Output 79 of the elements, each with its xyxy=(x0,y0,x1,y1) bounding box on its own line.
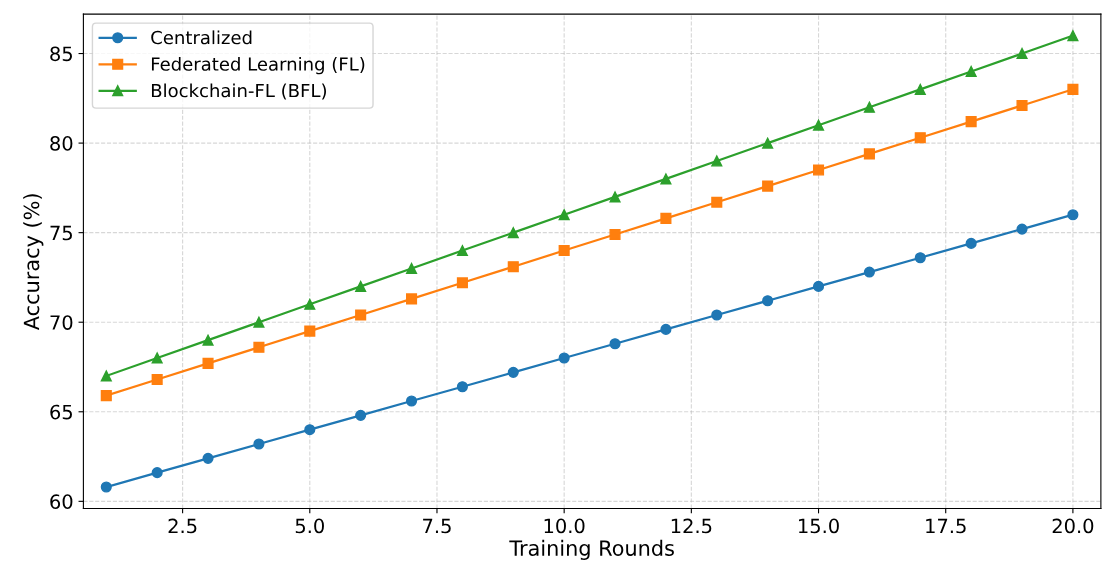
point xyxy=(405,395,418,407)
point xyxy=(456,277,468,289)
point xyxy=(711,196,723,208)
x-tick-label: 20.0 xyxy=(1052,518,1094,534)
point xyxy=(914,132,926,144)
point xyxy=(609,228,621,241)
point xyxy=(965,116,977,128)
point xyxy=(558,209,570,221)
y-tick-label: 80 xyxy=(50,136,73,151)
point xyxy=(1016,99,1028,112)
legend-label: Blockchain-FL (BFL) xyxy=(151,83,326,100)
x-tick-label: 10.0 xyxy=(544,518,585,534)
point xyxy=(456,245,468,257)
point xyxy=(711,309,723,321)
x-axis-title: Training Rounds xyxy=(509,539,674,560)
x-tick-label: 5.0 xyxy=(295,518,324,534)
x-tick-label: 15.0 xyxy=(799,518,839,534)
point xyxy=(558,245,570,257)
point xyxy=(304,424,316,436)
x-tick-label: 7.5 xyxy=(423,518,451,534)
point xyxy=(355,309,367,321)
point xyxy=(355,409,367,421)
point xyxy=(253,438,265,450)
point xyxy=(812,280,825,292)
point xyxy=(1067,209,1079,221)
x-tick-label: 12.5 xyxy=(671,518,712,534)
point xyxy=(812,164,825,176)
point xyxy=(914,83,926,95)
point xyxy=(558,352,570,364)
point xyxy=(202,357,214,369)
y-axis-title: Accuracy (%) xyxy=(23,194,44,331)
point xyxy=(863,148,875,160)
point xyxy=(253,316,265,328)
point xyxy=(762,180,774,192)
point xyxy=(762,137,774,149)
point xyxy=(456,381,468,393)
point xyxy=(151,373,163,386)
x-tick-label: 17.5 xyxy=(926,518,966,534)
point xyxy=(1016,47,1028,60)
point xyxy=(762,295,774,307)
x-tick-label: 2.5 xyxy=(168,518,197,534)
point xyxy=(100,370,112,382)
point xyxy=(660,173,672,185)
point xyxy=(253,341,265,353)
point xyxy=(151,467,163,479)
y-tick-label: 65 xyxy=(50,404,72,420)
point xyxy=(863,101,875,113)
point xyxy=(405,293,418,305)
point xyxy=(711,155,723,167)
point xyxy=(1067,30,1079,42)
point xyxy=(100,390,112,402)
point xyxy=(965,65,977,78)
y-tick-label: 85 xyxy=(50,46,72,62)
point xyxy=(202,452,214,464)
point xyxy=(507,261,519,273)
point xyxy=(660,323,672,335)
point xyxy=(100,481,112,493)
point xyxy=(304,325,316,337)
point xyxy=(812,119,825,131)
y-tick-label: 70 xyxy=(50,315,73,330)
point xyxy=(914,252,926,264)
y-tick-label: 60 xyxy=(50,494,73,509)
point xyxy=(1067,83,1079,95)
point xyxy=(965,237,977,249)
point xyxy=(355,280,367,292)
point xyxy=(507,227,519,239)
point xyxy=(863,266,875,278)
point xyxy=(202,334,214,346)
legend-label: Centralized xyxy=(151,30,252,45)
point xyxy=(1016,223,1028,235)
legend-label: Federated Learning (FL) xyxy=(151,56,365,75)
point xyxy=(609,338,621,350)
y-tick-label: 75 xyxy=(50,225,72,241)
point xyxy=(151,352,163,364)
point xyxy=(609,191,621,203)
point xyxy=(660,212,672,224)
point xyxy=(507,366,519,378)
point xyxy=(304,298,316,310)
point xyxy=(405,262,418,275)
